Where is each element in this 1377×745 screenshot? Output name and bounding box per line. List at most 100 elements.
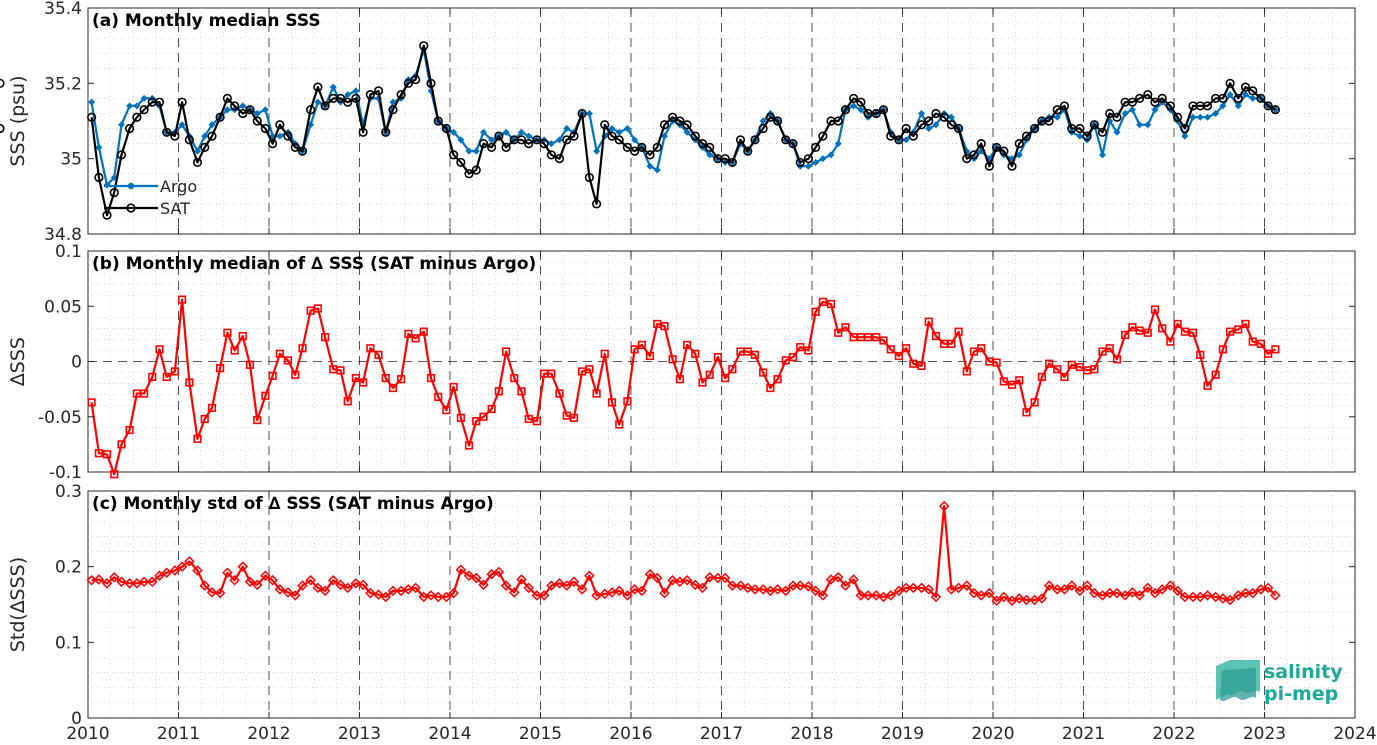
sat-point (886, 131, 896, 141)
std-delta-sss-point (192, 565, 203, 576)
sat-point (840, 105, 851, 115)
delta-sss-point (660, 322, 669, 331)
std-delta-sss-point (1021, 594, 1032, 606)
std-delta-sss-point (289, 590, 301, 601)
sat-point (600, 120, 610, 130)
sat-point (0, 78, 5, 88)
sat-point (622, 142, 632, 152)
panel-c-grid (88, 491, 1355, 718)
argo-point (1128, 106, 1136, 114)
argo-point (140, 94, 148, 102)
delta-sss-point (1030, 398, 1039, 407)
std-delta-sss-point (455, 564, 467, 575)
sat-point (637, 142, 647, 152)
std-delta-sss-point (425, 590, 437, 601)
std-delta-sss-point (998, 591, 1010, 603)
delta-sss-point (1007, 380, 1017, 389)
delta-sss-point (555, 389, 564, 398)
sat-point (743, 146, 753, 156)
delta-sss-point (230, 346, 239, 355)
std-delta-sss-point (1149, 587, 1161, 599)
y-tick-label: 35.4 (44, 0, 82, 19)
delta-sss-point (615, 420, 624, 429)
std-delta-sss-point (169, 565, 181, 576)
delta-sss-point (343, 397, 352, 406)
sat-point (230, 101, 240, 111)
panel-b-title: (b) Monthly median of ∆ SSS (SAT minus A… (92, 254, 536, 274)
argo-point (932, 121, 940, 129)
argo-point (563, 125, 571, 133)
delta-sss-point (298, 344, 307, 353)
panel-a-title: (a) Monthly median SSS (92, 11, 321, 31)
delta-sss-point (1256, 339, 1265, 348)
std-delta-sss-point (319, 585, 331, 597)
delta-sss-point (1158, 324, 1167, 333)
delta-sss-point (992, 358, 1001, 367)
delta-sss-point (472, 417, 481, 426)
std-delta-sss-point (357, 579, 369, 591)
delta-sss-point (894, 351, 903, 361)
delta-sss-point (1022, 408, 1031, 417)
std-delta-sss-point (923, 584, 935, 595)
sat-point (177, 97, 187, 107)
sat-point (954, 123, 964, 134)
delta-sss-point (691, 349, 700, 358)
sat-point (1014, 139, 1024, 149)
delta-sss-point (1053, 365, 1062, 374)
argo-point (1136, 121, 1144, 129)
sat-point (170, 131, 180, 141)
std-delta-sss-point (260, 570, 271, 582)
x-tick-label: 2019 (881, 724, 924, 744)
std-delta-sss-point (1119, 590, 1131, 601)
argo-point (706, 151, 714, 159)
argo-point (194, 147, 202, 155)
std-delta-sss-point (1142, 582, 1154, 594)
sat-point (577, 108, 587, 119)
sat-point (720, 154, 730, 164)
argo-point (608, 125, 616, 133)
sat-point (252, 116, 262, 126)
delta-sss-series-line (90, 298, 1276, 476)
panel-c-yticks: 0 0.1 0.2 0.3 (55, 482, 1356, 729)
sat-point (969, 150, 979, 160)
argo-point (479, 128, 487, 136)
sat-point (449, 150, 459, 160)
sat-point (494, 131, 504, 141)
x-tick-label: 2018 (790, 724, 833, 744)
sat-point (200, 142, 210, 152)
sat-point (215, 112, 225, 122)
delta-sss-point (1105, 344, 1114, 353)
delta-sss-point (623, 397, 632, 406)
sat-point (546, 150, 556, 160)
std-delta-sss-point (199, 580, 211, 591)
std-delta-sss-point (478, 579, 489, 591)
delta-sss-point (381, 373, 390, 383)
sat-point (818, 131, 828, 141)
std-delta-sss-point (312, 582, 324, 594)
argo-point (1181, 132, 1189, 140)
argo-point (850, 102, 858, 110)
y-tick-label: 34.8 (44, 225, 82, 245)
std-delta-sss-point (629, 584, 640, 595)
std-delta-sss-point (975, 590, 987, 601)
std-delta-sss-point (991, 595, 1002, 606)
std-delta-sss-point (146, 576, 158, 588)
delta-sss-point (728, 365, 737, 374)
delta-sss-point (788, 352, 798, 362)
sat-point (426, 78, 436, 88)
x-tick-label: 2010 (66, 724, 109, 744)
std-delta-sss-point (1111, 587, 1123, 599)
std-delta-sss-point (667, 575, 678, 586)
argo-point (646, 162, 654, 170)
std-delta-sss-point (862, 590, 874, 601)
y-tick-label: -0.1 (49, 463, 82, 483)
y-tick-label: 0.2 (55, 558, 82, 578)
sat-point (184, 135, 194, 145)
sat-point (962, 154, 972, 164)
delta-sss-point (1060, 372, 1069, 382)
std-delta-sss-point (1224, 594, 1236, 606)
delta-sss-point (1166, 337, 1175, 346)
std-delta-sss-point (697, 582, 708, 594)
argo-point (593, 147, 601, 155)
argo-point (126, 102, 134, 110)
